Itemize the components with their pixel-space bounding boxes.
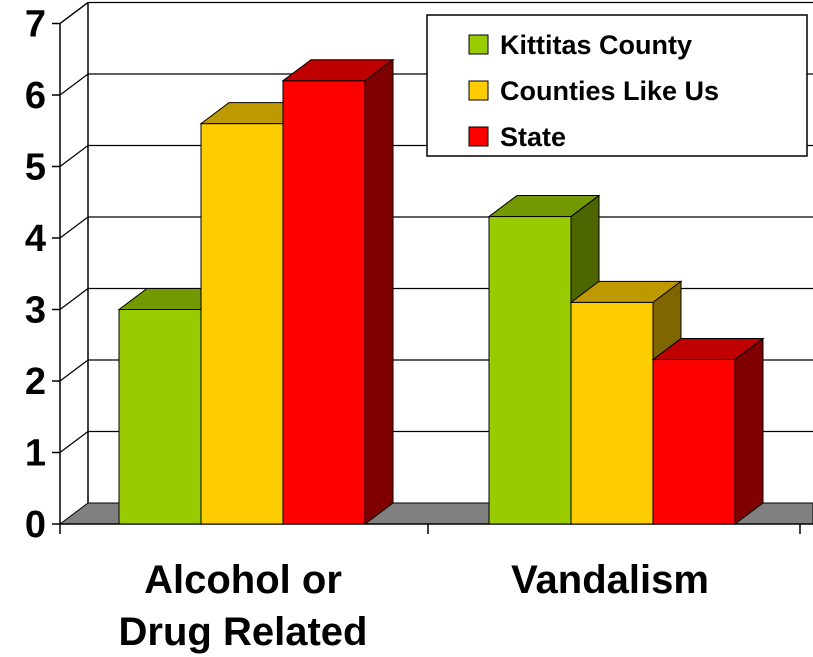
legend-swatch-state: [468, 126, 489, 147]
legend-swatch-counties-like-us: [468, 80, 489, 101]
y-tick-label: 2: [25, 361, 46, 403]
bar-state-vandalism: [652, 359, 736, 525]
y-tick-label: 1: [25, 433, 46, 475]
gridline-wall: [59, 359, 89, 382]
bar-state-alcohol-or-drug-related-side: [364, 58, 394, 525]
bar-kittitas-county-vandalism: [488, 216, 572, 525]
x-category-label: Alcohol or: [144, 558, 342, 602]
gridline-wall: [59, 431, 89, 453]
bar-counties-like-us-alcohol-or-drug-related: [200, 123, 284, 525]
bar-kittitas-county-alcohol-or-drug-related: [118, 309, 202, 525]
y-tick-label: 5: [25, 147, 46, 189]
x-category-label: Drug Related: [119, 610, 368, 654]
y-tick-label: 3: [25, 290, 46, 332]
legend-label-counties-like-us: Counties Like Us: [500, 76, 719, 106]
y-axis-tick-labels: 0 1 2 3 4 5 6 7: [25, 4, 46, 547]
gridline-wall: [59, 216, 89, 239]
gridline-wall: [59, 145, 89, 167]
bar-state-vandalism-side: [734, 337, 764, 525]
x-axis-category-labels: Alcohol or Drug Related Vandalism: [119, 558, 709, 654]
y-tick-label: 4: [25, 218, 46, 260]
legend-swatch-kittitas-county: [468, 34, 489, 55]
legend-label-kittitas-county: Kittitas County: [500, 30, 692, 60]
bars: [117, 58, 765, 525]
legend-label-state: State: [500, 122, 566, 152]
bar-state-alcohol-or-drug-related: [282, 80, 366, 525]
gridline-wall: [59, 288, 89, 310]
y-axis-top-edge: [59, 2, 89, 24]
x-category-label: Vandalism: [511, 558, 709, 602]
y-tick-label: 7: [25, 4, 46, 46]
y-tick-label: 0: [25, 504, 46, 546]
legend-box: [426, 14, 808, 157]
y-tick-label: 6: [25, 75, 46, 117]
gridline-wall: [59, 73, 89, 96]
legend: Kittitas County Counties Like Us State: [426, 14, 808, 157]
bar-counties-like-us-vandalism: [570, 301, 654, 525]
